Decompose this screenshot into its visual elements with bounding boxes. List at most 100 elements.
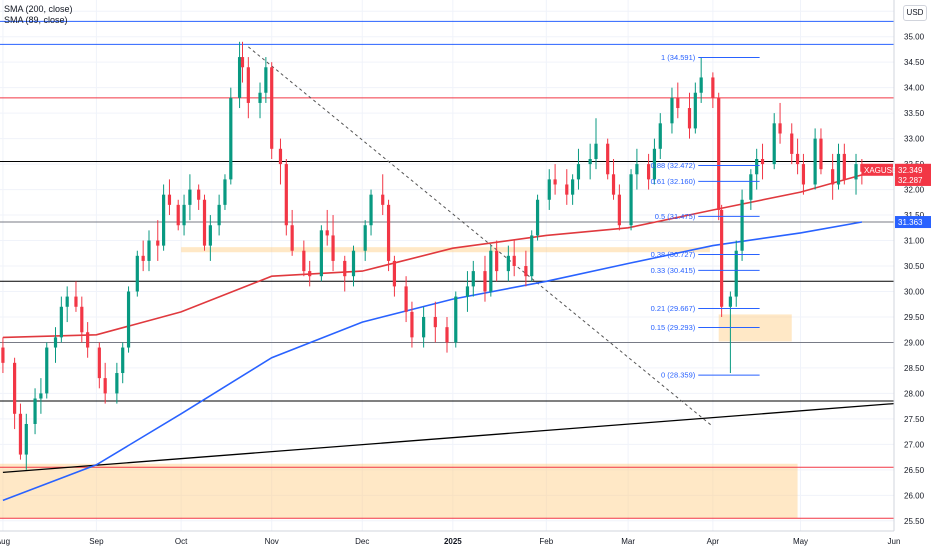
price-tick-label: 29.50 (904, 313, 925, 322)
candle-body (594, 143, 598, 159)
price-tag-value: 32.349 (898, 166, 923, 175)
legend-sma200[interactable]: SMA (200, close) (4, 4, 73, 14)
candle-body (553, 179, 557, 185)
candle (795, 138, 800, 175)
candle-body (611, 174, 616, 195)
candle-body (1, 347, 5, 363)
candle-body (860, 164, 864, 172)
candle (331, 215, 335, 272)
price-tick-label: 28.00 (904, 389, 925, 398)
candle (778, 102, 782, 144)
candle (565, 169, 569, 205)
candle-body (795, 153, 800, 165)
candle-body (264, 67, 268, 93)
candle-body (483, 271, 487, 292)
candle (302, 240, 306, 277)
candle-body (240, 57, 245, 68)
price-tick-label: 29.00 (904, 338, 925, 347)
candle (121, 342, 125, 384)
candle (635, 148, 639, 190)
candle-body (381, 194, 385, 205)
candle (308, 260, 312, 287)
candle-body (270, 67, 274, 149)
candle (237, 41, 242, 109)
candle-body (45, 347, 49, 394)
candle (535, 194, 540, 241)
candle-body (223, 179, 227, 205)
candle-body (547, 179, 551, 200)
candle (1, 337, 5, 374)
candle (392, 255, 397, 297)
candle (217, 194, 221, 236)
candle-body (103, 378, 107, 394)
candle (176, 199, 180, 231)
candle-body (445, 327, 449, 343)
candle-body (728, 296, 732, 307)
fib-level-label: 0 (28.359) (661, 371, 696, 380)
candle (45, 342, 49, 399)
candle-body (13, 362, 17, 414)
candle (471, 260, 475, 297)
fib-level-label: 1 (34.591) (661, 53, 696, 62)
candle-body (836, 153, 841, 185)
time-tick-label: Sep (89, 537, 104, 546)
candle (386, 199, 391, 272)
price-tick-label: 34.00 (904, 84, 925, 93)
candle-body (778, 123, 782, 134)
level-layer (0, 20, 894, 519)
candle-body (141, 255, 145, 261)
candle-body (53, 337, 58, 348)
candle (369, 189, 373, 236)
candle (404, 276, 408, 323)
candle (162, 184, 166, 251)
price-axis: 25.50 26.00 26.50 27.00 27.50 28.00 28.50 29.00… (893, 0, 932, 550)
candle-body (422, 316, 426, 338)
candle-body (217, 204, 221, 226)
candle-body (182, 204, 186, 226)
candle (319, 225, 323, 282)
candle (836, 143, 841, 190)
candle-body (18, 413, 23, 455)
candle (495, 240, 499, 282)
candle-body (854, 164, 858, 180)
candle-body (772, 123, 776, 165)
candle-body (813, 138, 817, 185)
candle-body (755, 158, 759, 175)
candle-body (135, 255, 139, 292)
candle (611, 158, 616, 200)
candle (65, 286, 69, 323)
candle-body (363, 225, 367, 251)
candle (103, 362, 107, 404)
candle (53, 327, 58, 363)
candle-body (588, 158, 592, 165)
candle (33, 388, 37, 435)
currency-label[interactable]: USD (903, 5, 927, 21)
candle (842, 143, 846, 185)
candle-body (319, 230, 323, 277)
price-tag-value: 32.287 (898, 176, 923, 185)
candle (465, 271, 470, 312)
candle-body (506, 255, 510, 272)
legend-sma89[interactable]: SMA (89, close) (4, 15, 68, 25)
candle (343, 255, 347, 292)
candle (284, 158, 288, 236)
time-tick-label: Mar (621, 537, 635, 546)
candle (790, 123, 794, 165)
price-tick-label: 35.00 (904, 33, 925, 42)
price-tag-bg (895, 173, 931, 186)
candle-body (167, 194, 172, 205)
candle-body (465, 286, 470, 297)
symbol-tag-bg (862, 163, 893, 176)
candle (208, 215, 212, 261)
trendline (2, 402, 895, 474)
candle-body (59, 306, 63, 338)
candle (39, 378, 43, 414)
candle (571, 174, 575, 205)
candle (74, 281, 78, 312)
candle (197, 184, 201, 210)
price-tick-label: 28.50 (904, 364, 925, 373)
candle (422, 306, 426, 348)
candle-body (524, 266, 528, 277)
candle-body (693, 92, 697, 129)
